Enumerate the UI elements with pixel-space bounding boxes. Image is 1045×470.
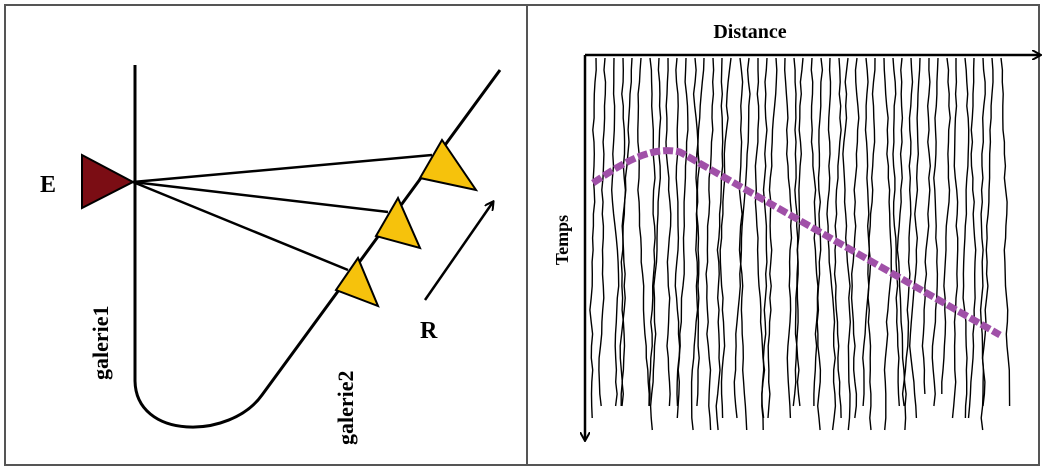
- trace: [734, 58, 750, 418]
- emitter: [82, 155, 133, 208]
- trace: [666, 58, 671, 406]
- range-arrow: [425, 202, 493, 300]
- x-axis-label: Distance: [713, 21, 786, 43]
- trace: [942, 58, 950, 394]
- trace: [1001, 58, 1010, 406]
- trace: [932, 58, 938, 406]
- trace: [884, 58, 891, 430]
- trace: [612, 58, 619, 406]
- trace: [969, 58, 976, 418]
- trace: [866, 58, 872, 430]
- trace: [953, 58, 958, 418]
- receiver: [336, 258, 378, 306]
- trace: [768, 58, 777, 418]
- trace: [817, 58, 822, 430]
- trace: [785, 58, 792, 418]
- trace: [922, 58, 930, 394]
- trace: [963, 58, 969, 418]
- trace: [793, 58, 803, 406]
- trace: [740, 58, 747, 430]
- receiver: [376, 198, 420, 248]
- trace: [590, 58, 596, 418]
- left-panel: [82, 65, 500, 427]
- emitter-label: E: [40, 172, 56, 198]
- trace: [863, 58, 875, 406]
- galleries: [135, 65, 500, 427]
- trace: [983, 58, 993, 406]
- trace: [835, 58, 842, 418]
- gallery2-label: galerie2: [333, 370, 358, 445]
- trace: [852, 58, 859, 418]
- trace: [706, 58, 714, 430]
- figure: E R galerie1 galerie2 Distance Temps: [0, 0, 1045, 470]
- trace: [910, 58, 920, 418]
- trace: [599, 58, 606, 406]
- seismic-traces: [590, 58, 1010, 430]
- gallery1-label: galerie1: [88, 305, 113, 380]
- receiver: [420, 140, 476, 190]
- trace: [843, 58, 850, 430]
- range-label: R: [420, 318, 438, 344]
- trace: [638, 58, 649, 406]
- ray: [133, 155, 432, 182]
- y-axis-label: Temps: [552, 215, 572, 265]
